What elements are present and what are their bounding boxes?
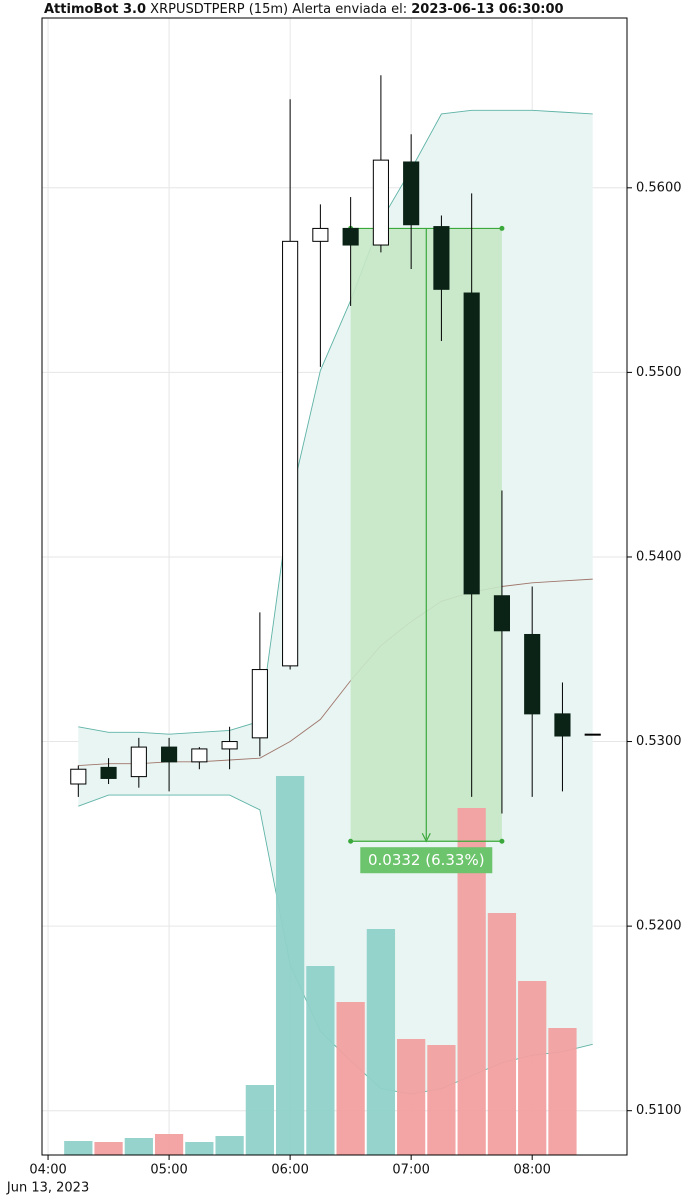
- candle-body: [584, 733, 601, 736]
- x-tick-label: 08:00: [513, 1163, 550, 1178]
- y-tick-label: 0.5600: [636, 180, 682, 195]
- volume-bar: [124, 1138, 153, 1155]
- x-tick-label: 06:00: [271, 1163, 308, 1178]
- candle-body: [70, 768, 87, 785]
- measure-dot: [348, 838, 354, 844]
- candle-body: [221, 741, 238, 750]
- title-time: 2023-06-13 06:30:00: [411, 2, 563, 17]
- volume-bar: [245, 1085, 274, 1155]
- candle-body: [372, 159, 389, 246]
- candle-body: [524, 633, 541, 715]
- volume-bar: [336, 1002, 365, 1155]
- measure-label: 0.0332 (6.33%): [368, 851, 485, 869]
- candle-body: [251, 669, 268, 739]
- x-tick-label: 04:00: [29, 1163, 66, 1178]
- measure-arrowhead: [421, 832, 431, 843]
- y-tick-label: 0.5200: [636, 919, 682, 934]
- measure-dot: [499, 225, 505, 231]
- y-tick-label: 0.5300: [636, 734, 682, 749]
- candle-body: [191, 748, 208, 763]
- volume-bar: [64, 1141, 93, 1155]
- volume-bar: [397, 1039, 426, 1155]
- y-tick-label: 0.5400: [636, 549, 682, 564]
- candle-body: [433, 226, 450, 290]
- candle-body: [282, 240, 299, 667]
- title-symbol: XRPUSDTPERP (15m) Alerta enviada el:: [146, 2, 411, 17]
- candle-body: [403, 161, 420, 226]
- candle-body: [130, 746, 147, 778]
- volume-bar: [518, 981, 547, 1155]
- volume-bar: [487, 913, 517, 1155]
- x-date-label: Jun 13, 2023: [6, 1181, 89, 1196]
- volume-bar: [185, 1142, 214, 1155]
- candle-body: [100, 766, 117, 779]
- volume-bar: [306, 966, 335, 1155]
- candle-body: [342, 227, 359, 246]
- volume-bar: [275, 776, 305, 1155]
- y-tick-label: 0.5100: [636, 1103, 682, 1118]
- chart-title: AttimoBot 3.0 XRPUSDTPERP (15m) Alerta e…: [44, 2, 564, 17]
- volume-bar: [366, 929, 396, 1155]
- title-bot: AttimoBot 3.0: [44, 2, 146, 17]
- volume-bar: [154, 1134, 184, 1155]
- volume-bar: [427, 1045, 456, 1155]
- candle-body: [493, 595, 510, 632]
- measure-label-box: [360, 847, 493, 874]
- plot-frame: [41, 17, 628, 1156]
- volume-bar: [548, 1028, 577, 1155]
- measure-dot: [499, 838, 505, 844]
- x-tick-label: 07:00: [392, 1163, 429, 1178]
- volume-bar: [94, 1142, 123, 1155]
- candle-body: [463, 292, 480, 595]
- candle-body: [161, 746, 178, 763]
- y-tick-label: 0.5500: [636, 365, 682, 380]
- x-tick-label: 05:00: [150, 1163, 187, 1178]
- band-upper: [78, 109, 593, 735]
- candle-body: [554, 713, 571, 737]
- candle-body: [312, 227, 329, 242]
- volume-bar: [215, 1136, 244, 1155]
